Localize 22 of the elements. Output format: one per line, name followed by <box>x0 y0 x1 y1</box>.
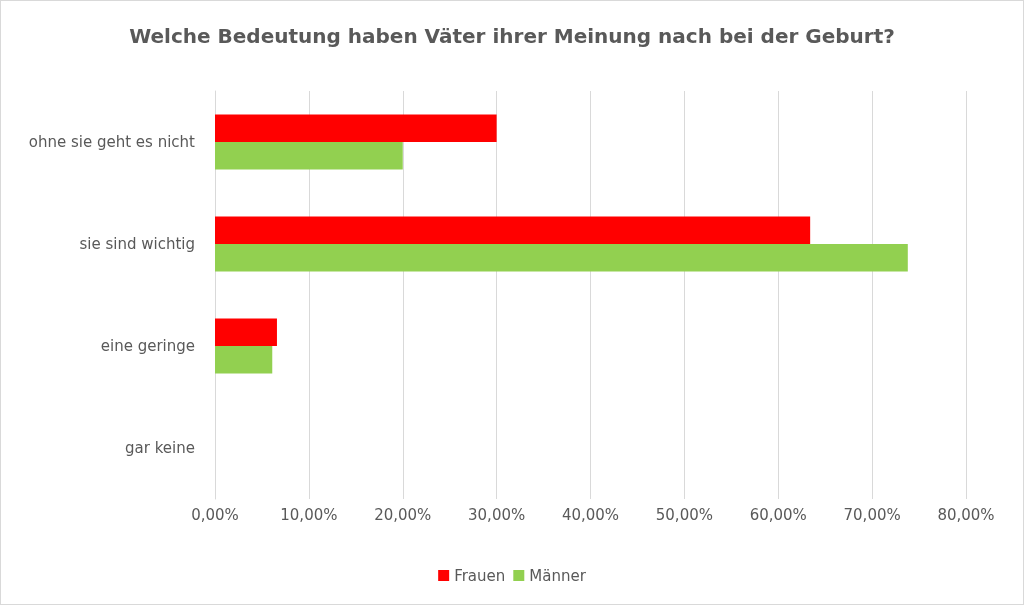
bar <box>215 318 277 346</box>
x-tick-label: 50,00% <box>655 505 713 524</box>
x-tick-label: 70,00% <box>843 505 901 524</box>
y-tick-label: ohne sie geht es nicht <box>28 133 196 151</box>
x-tick-label: 40,00% <box>561 505 620 524</box>
bar <box>215 142 403 170</box>
legend-label: Frauen <box>454 566 506 585</box>
x-tick-label: 30,00% <box>468 505 526 524</box>
bar <box>215 244 908 272</box>
x-tick-label: 0,00% <box>191 505 239 524</box>
y-tick-label: eine geringe <box>100 337 195 355</box>
x-tick-label: 20,00% <box>374 505 432 524</box>
y-tick-label: gar keine <box>125 439 195 457</box>
bar <box>215 346 273 374</box>
bar <box>215 114 497 142</box>
legend-label: Männer <box>529 566 587 585</box>
y-tick-label: sie sind wichtig <box>79 235 195 253</box>
x-tick-label: 10,00% <box>280 505 338 524</box>
x-tick-label: 80,00% <box>937 505 995 524</box>
chart-title: Welche Bedeutung haben Väter ihrer Meinung nach bei der Geburt? <box>129 24 895 48</box>
x-tick-label: 60,00% <box>749 505 807 524</box>
bar <box>215 216 811 244</box>
